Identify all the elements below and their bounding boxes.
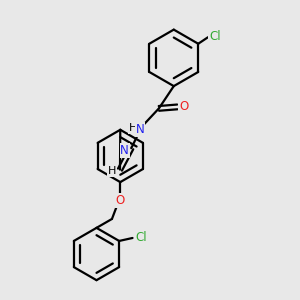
Text: Cl: Cl (136, 232, 147, 244)
Text: N: N (136, 123, 145, 136)
Text: Cl: Cl (209, 30, 221, 43)
Text: O: O (179, 100, 188, 113)
Text: H: H (129, 123, 137, 133)
Text: N: N (120, 144, 129, 157)
Text: O: O (116, 194, 125, 207)
Text: H: H (108, 166, 116, 176)
